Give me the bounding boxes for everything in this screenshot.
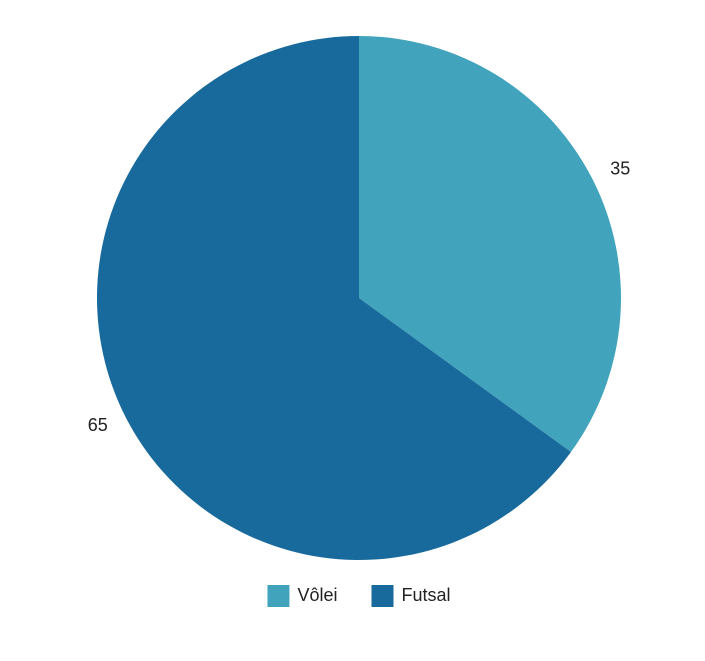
data-label-volei: 35 (610, 159, 630, 179)
pie-slices (96, 36, 621, 560)
data-label-futsal: 65 (88, 415, 108, 435)
legend-label-volei: Vôlei (297, 585, 337, 605)
pie-slice-futsal[interactable] (96, 36, 571, 560)
legend: Vôlei Futsal (267, 585, 451, 607)
legend-label-futsal: Futsal (402, 585, 451, 605)
legend-swatch-futsal (371, 585, 394, 607)
legend-item-volei[interactable]: Vôlei (267, 585, 338, 607)
pie-data-labels: 35 65 (88, 159, 631, 435)
pie-slice-volei[interactable] (359, 36, 621, 452)
legend-swatch-volei (267, 585, 290, 607)
legend-item-futsal[interactable]: Futsal (371, 585, 451, 607)
